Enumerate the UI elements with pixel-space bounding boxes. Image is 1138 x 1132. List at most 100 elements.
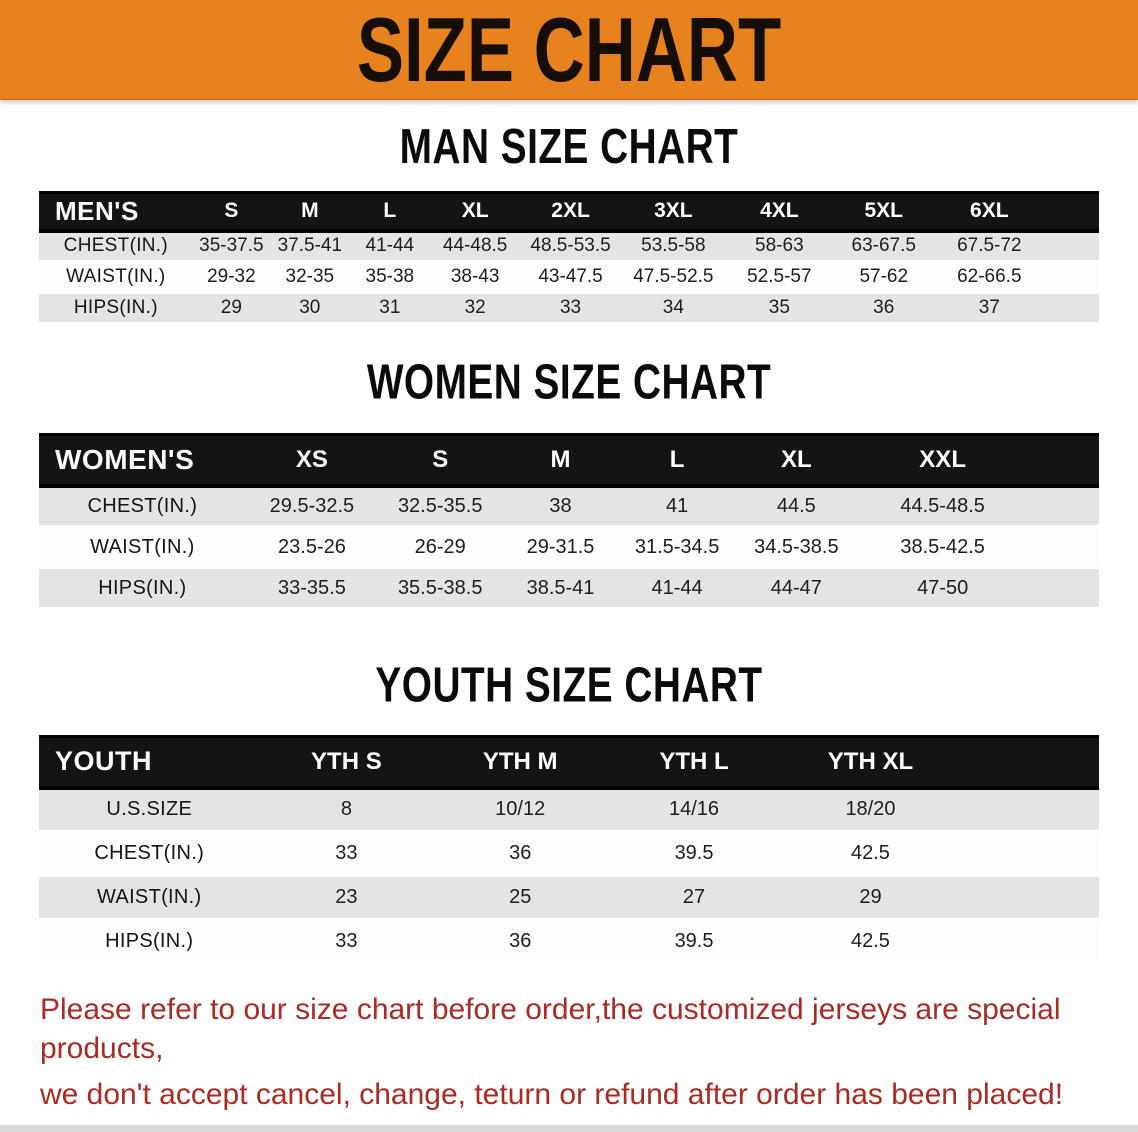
size-value-cell: 29.5-32.5	[269, 494, 355, 517]
women-size-table: WOMEN'S XS S M L XL XXL CHEST(IN.) 29.5-32.5 32.5…	[39, 433, 1099, 610]
row-label: WAIST(IN.)	[97, 886, 202, 908]
row-label: HIPS(IN.)	[105, 930, 194, 952]
size-value-cell: 52.5-57	[747, 266, 812, 287]
size-value-cell: 41	[665, 494, 689, 517]
size-value-cell: 44.5	[776, 494, 816, 517]
size-value-cell: 38.5-41	[526, 576, 595, 599]
measurement-row: WAIST(IN.) 23 25 27 29	[39, 875, 1099, 920]
size-value-cell: 57-62	[859, 266, 909, 287]
size-value-cell: 8	[340, 798, 352, 821]
size-value-cell: 36	[873, 297, 895, 318]
size-value-cell: 34.5-38.5	[754, 535, 839, 558]
table-header-row: WOMEN'S XS S M L XL XXL	[39, 433, 1099, 488]
size-value-cell: 35	[768, 297, 790, 318]
row-label: WAIST(IN.)	[66, 266, 166, 287]
size-value-cell: 39.5	[674, 930, 714, 952]
table-header-row: MEN'S S M L XL 2XL 3XL 4XL 5XL 6XL	[39, 191, 1099, 233]
youth-size-table: YOUTH YTH S YTH M YTH L YTH XL U.S.SIZE 8 10/12…	[39, 735, 1099, 965]
size-column-header: L	[618, 433, 736, 488]
size-value-cell: 67.5-72	[957, 235, 1022, 257]
measurement-row: U.S.SIZE 8 10/12 14/16 18/20	[39, 787, 1099, 832]
measurement-row: HIPS(IN.) 29 30 31 32 33 34 35 36 37	[39, 292, 1099, 324]
size-value-cell: 47-50	[917, 576, 969, 599]
size-value-cell: 44-48.5	[442, 235, 508, 257]
row-label: CHEST(IN.)	[63, 235, 168, 257]
size-column-header: XS	[245, 433, 379, 488]
size-value-cell: 35-37.5	[199, 235, 264, 257]
row-label: CHEST(IN.)	[94, 842, 205, 864]
man-size-chart-section: MAN SIZE CHART MEN'S S M L XL 2XL 3XL 4XL 5XL 6XL…	[0, 120, 1138, 325]
size-value-cell: 33	[559, 297, 582, 318]
youth-size-chart-title: YOUTH SIZE CHART	[375, 659, 763, 713]
size-value-cell: 26-29	[414, 535, 466, 558]
footer-disclaimer-line-2: we don't accept cancel, change, teturn o…	[40, 1078, 1064, 1111]
size-value-cell: 47.5-52.5	[633, 266, 714, 287]
size-value-cell: 25	[509, 886, 532, 908]
row-label: U.S.SIZE	[106, 798, 193, 821]
women-size-chart-title: WOMEN SIZE CHART	[366, 356, 772, 410]
size-value-cell: 29	[220, 297, 242, 318]
row-label: CHEST(IN.)	[87, 494, 198, 517]
size-value-cell: 32	[464, 297, 486, 318]
women-size-chart-section: WOMEN SIZE CHART WOMEN'S XS S M L XL XXL CHEST(…	[0, 356, 1138, 610]
size-value-cell: 63-67.5	[851, 235, 916, 257]
size-column-header: YTH XL	[780, 735, 1099, 790]
size-value-cell: 62-66.5	[957, 266, 1022, 287]
size-value-cell: 36	[509, 930, 532, 952]
size-column-header: 5XL	[832, 191, 935, 233]
size-value-cell: 33	[335, 842, 358, 864]
man-size-chart-title: MAN SIZE CHART	[399, 120, 739, 174]
youth-size-chart-section: YOUTH SIZE CHART YOUTH YTH S YTH M YTH L YTH…	[0, 659, 1138, 965]
measurement-row: CHEST(IN.) 33 36 39.5 42.5	[39, 831, 1099, 876]
size-value-cell: 39.5	[674, 842, 714, 864]
size-value-cell: 36	[509, 842, 532, 864]
size-column-header: M	[270, 191, 350, 233]
size-value-cell: 31.5-34.5	[634, 535, 720, 558]
size-column-header: XL	[430, 191, 521, 233]
size-value-cell: 44-47	[770, 576, 822, 599]
size-value-cell: 43-47.5	[538, 266, 603, 287]
row-label: WAIST(IN.)	[90, 535, 195, 558]
size-value-cell: 29-32	[207, 266, 256, 287]
size-value-cell: 33-35.5	[278, 576, 346, 599]
size-value-cell: 32-35	[285, 266, 335, 287]
size-column-header: S	[378, 433, 503, 488]
size-value-cell: 38-43	[450, 266, 500, 287]
measurement-row: WAIST(IN.) 23.5-26 26-29 29-31.5 31.5-34.5 34…	[39, 526, 1099, 568]
size-column-header: XXL	[857, 433, 1099, 488]
measurement-row: HIPS(IN.) 33-35.5 35.5-38.5 38.5-41 41-44 44-…	[39, 567, 1099, 609]
size-column-header: XL	[735, 433, 858, 488]
size-value-cell: 29-31.5	[526, 535, 595, 558]
size-value-cell: 53.5-58	[641, 235, 706, 257]
size-column-header: YTH L	[607, 735, 781, 790]
row-label: HIPS(IN.)	[98, 576, 187, 599]
size-value-cell: 10/12	[495, 798, 546, 821]
size-value-cell: 35.5-38.5	[397, 576, 483, 599]
size-value-cell: 37.5-41	[277, 235, 343, 257]
size-column-header: 4XL	[725, 191, 833, 233]
measurement-row: CHEST(IN.) 35-37.5 37.5-41 41-44 44-48.5 48.5…	[39, 230, 1099, 262]
size-column-header: YTH S	[259, 735, 434, 790]
size-column-header: 2XL	[520, 191, 621, 233]
size-value-cell: 37	[978, 297, 1000, 318]
footer-disclaimer: Please refer to our size chart before or…	[40, 990, 1118, 1114]
table-corner-label: WOMEN'S	[39, 433, 246, 488]
size-value-cell: 18/20	[845, 798, 896, 821]
size-value-cell: 14/16	[669, 798, 720, 821]
size-value-cell: 23.5-26	[278, 535, 346, 558]
size-value-cell: 32.5-35.5	[397, 494, 483, 517]
banner: SIZE CHART	[0, 0, 1138, 100]
size-value-cell: 23	[335, 886, 358, 908]
banner-title: SIZE CHART	[356, 0, 782, 101]
size-column-header: 3XL	[620, 191, 726, 233]
footer-disclaimer-line-1: Please refer to our size chart before or…	[40, 993, 1061, 1065]
size-value-cell: 35-38	[365, 266, 415, 287]
size-column-header: S	[192, 191, 271, 233]
size-value-cell: 48.5-53.5	[530, 235, 611, 257]
size-column-header: YTH M	[433, 735, 608, 790]
table-header-row: YOUTH YTH S YTH M YTH L YTH XL	[39, 735, 1099, 790]
size-value-cell: 58-63	[755, 235, 804, 257]
table-corner-label: MEN'S	[39, 191, 193, 233]
size-value-cell: 44.5-48.5	[900, 494, 985, 517]
